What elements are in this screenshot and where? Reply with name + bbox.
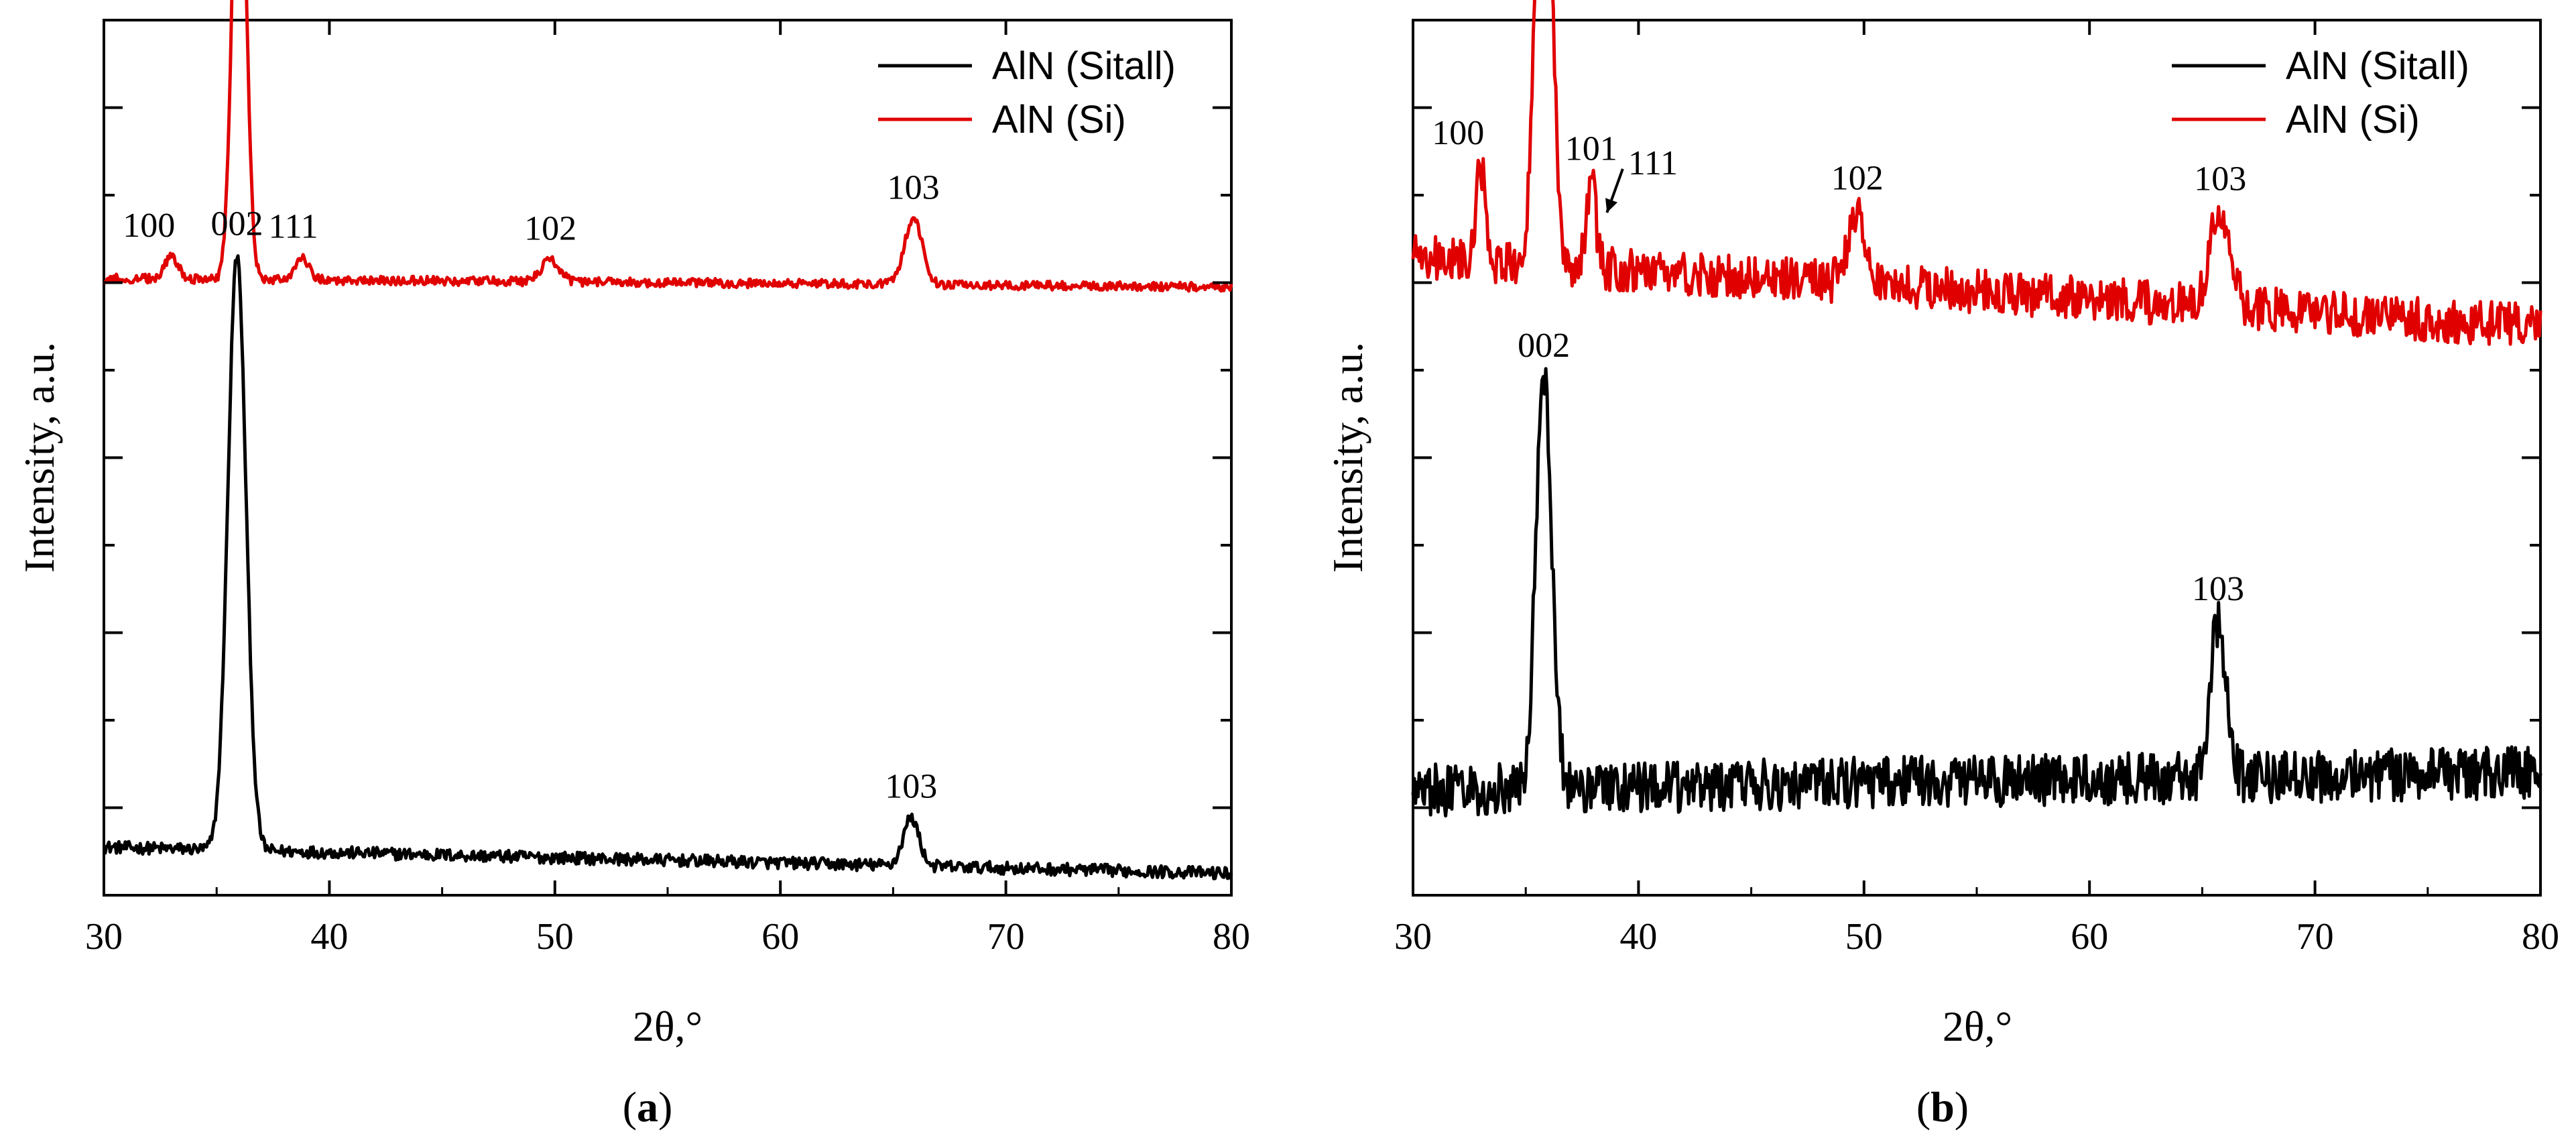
x-tick-label: 50: [536, 916, 574, 958]
y-axis-title-a: Intensity, a.u.: [15, 342, 63, 573]
x-tick-label: 70: [987, 916, 1025, 958]
peak-labels-a: 002103100002111102103: [123, 168, 940, 805]
plot-frame-a: [103, 19, 1233, 897]
arrow-annotation-b: 111: [1605, 144, 1678, 213]
peak-label-103: 103: [887, 168, 940, 207]
ticks-group-a: 30 40 50 60 70 80: [85, 20, 1250, 958]
series-line-si: [103, 0, 1233, 293]
ticks-group-b: 30 40 50 60 70 80: [1394, 20, 2559, 958]
legend-text-sitall-a: AlN (Sitall): [992, 44, 1176, 88]
x-tick-label: 60: [761, 916, 799, 958]
x-tick-label: 40: [310, 916, 348, 958]
y-axis-title-b: Intensity, a.u.: [1324, 342, 1371, 573]
legend-a: AlN (Sitall) AlN (Si): [878, 44, 1176, 141]
series-line-sitall: [1411, 367, 2542, 818]
x-tick-label: 60: [2071, 916, 2108, 958]
x-axis-title-b: 2θ,°: [1943, 1003, 2012, 1050]
peak-label-002: 002: [1518, 327, 1570, 365]
series-group-b: [1411, 0, 2542, 818]
peak-label-100: 100: [123, 207, 175, 245]
peak-label-102: 102: [1831, 160, 1884, 198]
peak-label-103: 103: [2192, 570, 2244, 608]
x-tick-label: 80: [2522, 916, 2559, 958]
x-tick-label: 30: [85, 916, 123, 958]
peak-label-100: 100: [1432, 114, 1484, 152]
panel-label-a: (a): [623, 1083, 673, 1131]
x-tick-label: 70: [2296, 916, 2334, 958]
x-tick-label: 50: [1845, 916, 1883, 958]
peak-label-111: 111: [1628, 144, 1678, 182]
legend-b: AlN (Sitall) AlN (Si): [2172, 44, 2469, 141]
peak-label-101: 101: [1565, 129, 1617, 168]
series-line-si: [1411, 0, 2542, 346]
peak-label-002: 002: [210, 205, 263, 243]
series-group-a: [103, 0, 1233, 880]
peak-label-102: 102: [524, 210, 576, 248]
x-tick-label: 80: [1213, 916, 1250, 958]
series-line-sitall: [103, 254, 1233, 880]
peak-label-103: 103: [2194, 160, 2246, 198]
legend-text-si-b: AlN (Si): [2286, 98, 2420, 141]
peak-labels-b: 002103100002101102103: [1432, 114, 2246, 608]
x-tick-label: 40: [1619, 916, 1657, 958]
legend-text-si-a: AlN (Si): [992, 98, 1126, 141]
annotation-arrow-head: [1605, 198, 1618, 213]
x-axis-title-a: 2θ,°: [633, 1003, 702, 1050]
peak-label-111: 111: [269, 208, 318, 246]
legend-text-sitall-b: AlN (Sitall): [2286, 44, 2469, 88]
peak-label-103: 103: [885, 767, 937, 805]
x-tick-label: 30: [1394, 916, 1432, 958]
panel-label-b: (b): [1916, 1083, 1969, 1131]
